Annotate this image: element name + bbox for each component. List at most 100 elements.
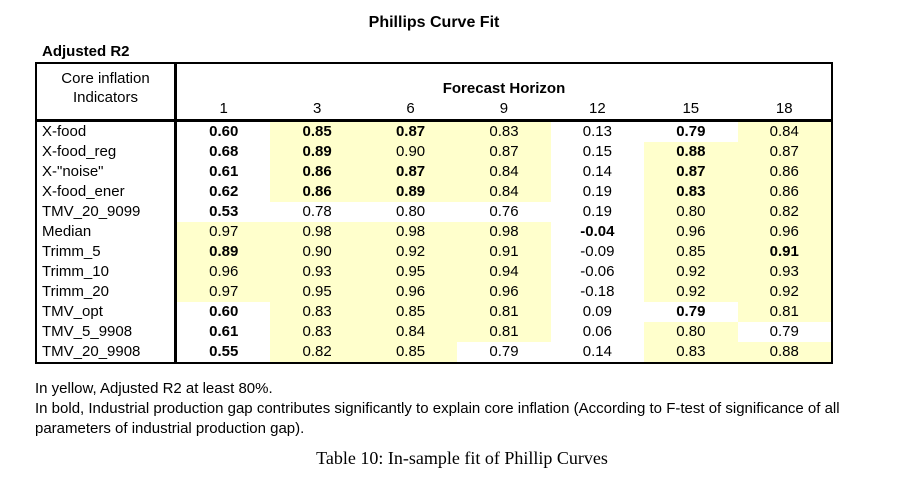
column-header: 18: [775, 100, 793, 117]
value-cell: 0.61: [209, 323, 239, 340]
value-cell: 0.14: [582, 343, 612, 360]
row-label: Median: [37, 222, 177, 242]
value-cell: 0.97: [177, 282, 271, 302]
value-cell: -0.04: [580, 223, 615, 240]
value-cell: 0.96: [457, 282, 551, 302]
row-header-line1: Core inflation: [61, 70, 150, 87]
value-cell: 0.79: [489, 343, 519, 360]
column-header: 3: [312, 100, 322, 117]
value-cell: 0.96: [737, 222, 831, 242]
value-cell: 0.62: [209, 183, 239, 200]
value-cell: 0.84: [737, 122, 831, 142]
row-label: TMV_5_9908: [37, 322, 177, 342]
value-cell: 0.83: [457, 122, 551, 142]
table-title: Phillips Curve Fit: [368, 14, 500, 31]
value-cell: -0.09: [580, 243, 615, 260]
value-cell: 0.80: [395, 203, 426, 220]
row-cells: 0.97 0.98 0.98 0.98 -0.04 0.96 0.96: [177, 222, 831, 242]
value-cell: 0.83: [270, 322, 364, 342]
table-row: TMV_20_9908 0.55 0.82 0.85 0.79 0.14 0.83 0.88: [37, 342, 831, 362]
value-cell: 0.87: [363, 122, 458, 142]
row-cells: 0.97 0.95 0.96 0.96 -0.18 0.92 0.92: [177, 282, 831, 302]
value-cell: 0.76: [489, 203, 519, 220]
footnote-bold-line1: In bold, Industrial production gap contr…: [35, 400, 840, 417]
value-cell: 0.88: [737, 342, 831, 362]
value-cell: 0.84: [457, 182, 551, 202]
forecast-header-area: Forecast Horizon 1 3 6 9 12 15 18: [177, 64, 831, 119]
row-cells: 0.62 0.86 0.89 0.84 0.19 0.83 0.86: [177, 182, 831, 202]
row-header-cell: Core inflation Indicators: [37, 64, 177, 119]
value-cell: 0.89: [270, 142, 364, 162]
phillips-curve-table: Core inflation Indicators Forecast Horiz…: [35, 62, 833, 364]
table-row: Trimm_10 0.96 0.93 0.95 0.94 -0.06 0.92 0.93: [37, 262, 831, 282]
value-cell: 0.86: [270, 162, 364, 182]
column-header: 9: [499, 100, 509, 117]
value-cell: 0.60: [209, 303, 239, 320]
value-cell: -0.18: [580, 283, 615, 300]
value-cell: 0.87: [644, 162, 738, 182]
value-cell: 0.68: [209, 143, 239, 160]
value-cell: 0.97: [177, 222, 271, 242]
value-cell: 0.19: [582, 203, 612, 220]
column-header: 12: [589, 100, 606, 117]
value-cell: 0.87: [737, 142, 831, 162]
value-cell: 0.91: [457, 242, 551, 262]
column-header: 1: [219, 100, 228, 117]
table-caption: Table 10: In-sample fit of Phillip Curve…: [316, 448, 608, 468]
value-cell: 0.98: [457, 222, 551, 242]
value-cell: 0.83: [644, 342, 738, 362]
value-cell: 0.91: [737, 242, 831, 262]
value-cell: 0.90: [363, 142, 458, 162]
value-cell: 0.78: [302, 203, 332, 220]
value-cell: 0.61: [209, 163, 239, 180]
value-cell: 0.94: [457, 262, 551, 282]
table-row: X-food 0.60 0.85 0.87 0.83 0.13 0.79 0.84: [37, 122, 831, 142]
footnote-bold-line2: parameters of industrial production gap)…: [35, 420, 305, 437]
row-label: Trimm_20: [37, 282, 177, 302]
value-cell: 0.96: [363, 282, 458, 302]
value-cell: 0.85: [363, 302, 458, 322]
value-cell: 0.88: [644, 142, 738, 162]
table-row: Trimm_20 0.97 0.95 0.96 0.96 -0.18 0.92 0.92: [37, 282, 831, 302]
value-cell: 0.86: [737, 182, 831, 202]
table-row: X-"noise" 0.61 0.86 0.87 0.84 0.14 0.87 0.86: [37, 162, 831, 182]
value-cell: 0.85: [644, 242, 738, 262]
value-cell: 0.86: [737, 162, 831, 182]
row-label: TMV_20_9099: [37, 202, 177, 222]
table-row: Trimm_5 0.89 0.90 0.92 0.91 -0.09 0.85 0.91: [37, 242, 831, 262]
row-label: X-food_ener: [37, 182, 177, 202]
value-cell: 0.93: [737, 262, 831, 282]
value-cell: 0.83: [270, 302, 364, 322]
value-cell: 0.85: [270, 122, 364, 142]
value-cell: 0.55: [209, 343, 239, 360]
row-cells: 0.61 0.86 0.87 0.84 0.14 0.87 0.86: [177, 162, 831, 182]
value-cell: 0.80: [644, 202, 738, 222]
value-cell: 0.92: [363, 242, 458, 262]
value-cell: -0.06: [580, 263, 615, 280]
value-cell: 0.87: [363, 162, 458, 182]
row-label: Trimm_10: [37, 262, 177, 282]
footnotes: In yellow, Adjusted R2 at least 80%. In …: [35, 379, 919, 439]
row-label: X-food: [37, 122, 177, 142]
value-cell: 0.81: [737, 302, 831, 322]
value-cell: 0.98: [363, 222, 458, 242]
row-label: X-"noise": [37, 162, 177, 182]
value-cell: 0.19: [582, 183, 612, 200]
column-headers: 1 3 6 9 12 15 18: [177, 99, 831, 119]
row-label: Trimm_5: [37, 242, 177, 262]
table-row: TMV_5_9908 0.61 0.83 0.84 0.81 0.06 0.80 0.79: [37, 322, 831, 342]
row-cells: 0.61 0.83 0.84 0.81 0.06 0.80 0.79: [177, 322, 831, 342]
value-cell: 0.84: [363, 322, 458, 342]
table-row: Median 0.97 0.98 0.98 0.98 -0.04 0.96 0.96: [37, 222, 831, 242]
value-cell: 0.86: [270, 182, 364, 202]
row-cells: 0.60 0.85 0.87 0.83 0.13 0.79 0.84: [177, 122, 831, 142]
value-cell: 0.14: [582, 163, 612, 180]
table-body: X-food 0.60 0.85 0.87 0.83 0.13 0.79 0.84 X-food…: [37, 122, 831, 362]
row-cells: 0.55 0.82 0.85 0.79 0.14 0.83 0.88: [177, 342, 831, 362]
forecast-horizon-header: Forecast Horizon: [442, 80, 566, 97]
row-cells: 0.96 0.93 0.95 0.94 -0.06 0.92 0.93: [177, 262, 831, 282]
value-cell: 0.60: [209, 123, 239, 140]
table-row: X-food_reg 0.68 0.89 0.90 0.87 0.15 0.88 0.87: [37, 142, 831, 162]
value-cell: 0.15: [582, 143, 612, 160]
